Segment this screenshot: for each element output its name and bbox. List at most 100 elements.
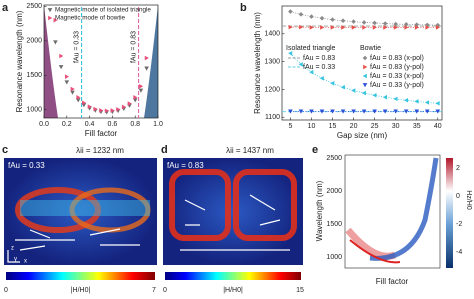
y-tick-label: 1000 — [26, 107, 42, 114]
legend-marker — [47, 8, 53, 13]
data-point — [99, 108, 104, 113]
data-point — [110, 108, 115, 113]
x-tick-label: 10 — [308, 123, 316, 130]
data-point — [64, 74, 70, 79]
x-tick-label: 5 — [288, 123, 292, 130]
data-point — [383, 25, 388, 30]
data-point — [58, 65, 64, 70]
data-point — [393, 109, 398, 114]
y-tick-label: 1300 — [264, 58, 280, 65]
data-point — [144, 66, 149, 71]
annotation-text: fAu = 0.83 — [130, 31, 137, 63]
y-tick-label: 1500 — [326, 221, 342, 228]
wavelength-label: λii = 1437 nm — [226, 146, 274, 155]
y-tick-label: 1000 — [326, 254, 342, 261]
data-point — [319, 109, 325, 114]
data-point — [70, 86, 75, 92]
x-tick-label: 35 — [413, 123, 421, 130]
panel-label: b — [240, 2, 247, 14]
axis-letter: x — [24, 259, 27, 265]
data-point — [372, 25, 377, 30]
legend-label: fAu = 0.83 (y-pol) — [370, 64, 424, 71]
y-axis-label: Wavelength (nm) — [315, 180, 324, 241]
data-point — [435, 101, 440, 106]
colorbar-tick: 0 — [163, 287, 167, 294]
data-point — [127, 101, 132, 106]
data-point — [424, 100, 430, 105]
axis-letter: z — [11, 246, 14, 252]
data-point — [76, 95, 81, 100]
data-point — [372, 109, 377, 114]
data-point — [362, 25, 367, 30]
data-point — [425, 25, 430, 30]
data-point — [382, 21, 388, 26]
colorbar-tick: -4 — [456, 249, 462, 256]
data-point — [435, 25, 441, 30]
data-point — [361, 20, 367, 25]
data-point — [93, 106, 98, 112]
y-tick-label: 1200 — [264, 86, 280, 93]
data-point — [351, 109, 356, 114]
y-tick-label: 1500 — [26, 72, 42, 79]
plot-frame — [281, 5, 443, 121]
data-point — [288, 109, 293, 114]
data-point — [393, 96, 398, 102]
data-point — [340, 18, 346, 24]
data-point — [288, 9, 293, 14]
data-point — [393, 21, 398, 27]
data-point — [361, 109, 367, 114]
data-point — [404, 25, 409, 30]
data-point — [330, 109, 335, 114]
legend-label: fAu = 0.33 (x-pol) — [370, 73, 424, 80]
data-point — [299, 24, 304, 30]
shaded-region — [144, 5, 158, 118]
data-point — [75, 98, 81, 103]
data-point — [298, 109, 304, 114]
shaded-region — [44, 5, 58, 118]
data-point — [403, 22, 409, 27]
data-point — [132, 98, 138, 103]
data-point — [133, 95, 138, 100]
data-point — [64, 80, 70, 85]
x-tick-label: 40 — [434, 123, 442, 130]
data-point — [53, 40, 58, 45]
legend-group-title: Bowtie — [360, 45, 381, 52]
data-point — [424, 109, 430, 114]
data-point — [309, 69, 314, 75]
y-axis-label: Resonance wavelength (nm) — [253, 12, 262, 114]
data-point — [330, 17, 335, 22]
field-map-c — [4, 158, 157, 265]
data-point — [309, 109, 314, 114]
data-point — [116, 107, 121, 112]
data-point — [70, 90, 75, 95]
data-point — [104, 108, 109, 114]
data-point — [435, 109, 441, 114]
data-point — [298, 62, 303, 67]
x-tick-label: 15 — [329, 123, 337, 130]
fill-label: fAu = 0.83 — [167, 161, 204, 170]
legend-label: fAu = 0.83 — [303, 55, 335, 62]
data-point — [372, 20, 377, 26]
data-point — [320, 25, 325, 30]
x-tick-label: 0.8 — [130, 121, 140, 128]
data-point — [121, 104, 127, 110]
colorbar-tick: 0 — [456, 193, 460, 200]
data-point — [139, 84, 144, 89]
data-point — [414, 22, 420, 27]
colorbar-tick: 2 — [456, 165, 460, 172]
legend-group-title: Isolated triangle — [286, 45, 336, 52]
data-point — [351, 88, 356, 93]
data-point — [319, 15, 325, 21]
y-tick-label: 1100 — [265, 114, 280, 121]
data-point — [424, 22, 430, 28]
x-axis-label: Fill factor — [85, 129, 118, 138]
legend-label: Magnetic mode of isolated triangle — [55, 7, 151, 14]
axis-letter: y — [14, 257, 17, 263]
heatmap-e — [344, 154, 453, 269]
legend-marker — [48, 15, 53, 21]
data-point — [53, 17, 58, 23]
legend-label: fAu = 0.33 — [303, 64, 335, 71]
legend-label: fAu = 0.33 (y-pol) — [370, 82, 424, 89]
plot-frame — [43, 4, 159, 119]
